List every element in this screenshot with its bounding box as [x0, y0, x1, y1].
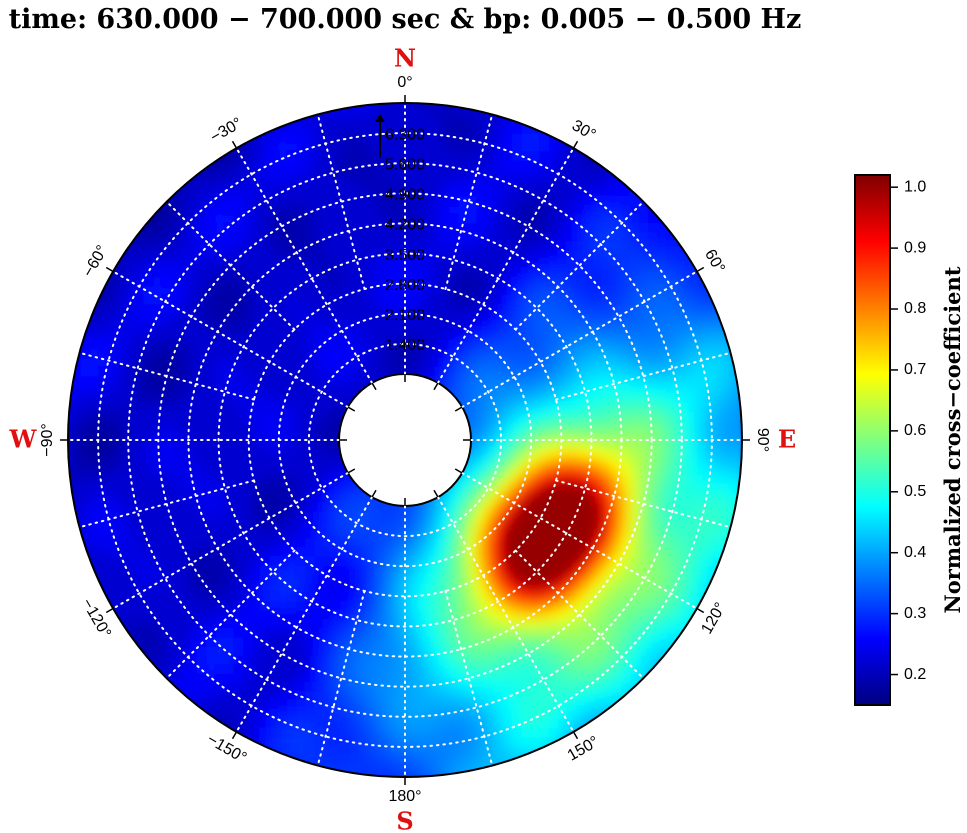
- azimuth-tick-label: −90°: [39, 423, 56, 457]
- azimuth-gridline: [444, 590, 494, 767]
- radial-tick-label: 3.500: [385, 247, 425, 264]
- radial-gridline: [157, 192, 653, 688]
- azimuth-gridline: [112, 472, 349, 610]
- radial-gridline: [307, 342, 503, 538]
- cardinal-labels: N E S W: [9, 44, 797, 833]
- radial-tick-labels: 1.400 2.100 2.800 3.500 4.200 4.900 5.600 6.300: [385, 126, 425, 354]
- cardinal-label: N: [394, 44, 416, 73]
- colorbar: 0.2 0.3 0.4 0.5 0.6 0.7 0.8 0.9 1.0 Normalized c…: [854, 174, 965, 706]
- azimuth-gridline: [437, 496, 575, 733]
- azimuth-gridline: [514, 549, 645, 680]
- inner-hole: [338, 373, 472, 507]
- azimuth-gridline: [316, 590, 366, 767]
- colorbar-gradient: [854, 174, 891, 706]
- colorbar-tick-label: 0.5: [904, 483, 926, 500]
- azimuth-gridline: [461, 270, 698, 408]
- radial-tick-label: 2.100: [385, 307, 425, 324]
- colorbar-ticks: 0.2 0.3 0.4 0.5 0.6 0.7 0.8 0.9 1.0: [890, 178, 926, 683]
- azimuth-tick-label: −150°: [204, 731, 249, 767]
- inner-tick: [371, 382, 377, 391]
- outer-tick: [696, 607, 705, 614]
- radial-tick-label: 4.200: [385, 217, 425, 234]
- azimuth-gridline: [555, 479, 732, 529]
- north-arrow-marker: [375, 114, 385, 158]
- azimuth-gridline: [78, 479, 255, 529]
- radial-tick-label: 6.300: [385, 126, 425, 143]
- inner-tick: [371, 489, 377, 498]
- radial-gridline: [127, 162, 683, 718]
- radial-tick-label: 4.900: [385, 187, 425, 204]
- outer-tick: [572, 140, 579, 149]
- colorbar-tick-label: 0.8: [904, 300, 926, 317]
- radial-gridline: [217, 252, 593, 628]
- colorbar-tick-label: 0.9: [904, 239, 926, 256]
- azimuth-tick-label: 60°: [701, 247, 728, 276]
- azimuth-gridline: [235, 147, 373, 384]
- azimuth-gridline: [461, 472, 698, 610]
- azimuth-gridline: [112, 270, 349, 408]
- azimuth-gridline: [514, 200, 645, 331]
- azimuth-tick-label: 120°: [698, 600, 729, 637]
- azimuth-gridline: [444, 113, 494, 290]
- azimuth-gridline: [235, 496, 373, 733]
- colorbar-tick-label: 0.2: [904, 666, 926, 683]
- azimuth-tick-label: 30°: [569, 117, 598, 144]
- outer-tick: [105, 266, 114, 273]
- colorbar-label: Normalized cross−coefficient: [940, 266, 965, 613]
- inner-tick: [454, 406, 463, 412]
- cardinal-label: E: [778, 425, 796, 454]
- azimuth-tick-label: 180°: [388, 788, 421, 805]
- radial-tick-label: 5.600: [385, 156, 425, 173]
- azimuth-gridline: [78, 351, 255, 401]
- colorbar-tick-label: 0.4: [904, 544, 926, 561]
- colorbar-tick-label: 0.7: [904, 361, 926, 378]
- azimuth-gridline: [316, 113, 366, 290]
- azimuth-gridline: [555, 351, 732, 401]
- inner-tick: [347, 406, 356, 412]
- outer-tick: [696, 266, 705, 273]
- cardinal-label: S: [396, 807, 413, 833]
- azimuth-tick-label: −60°: [80, 243, 112, 281]
- outer-tick: [231, 731, 238, 740]
- azimuth-tick-label: 0°: [397, 74, 412, 91]
- azimuth-tick-label: −120°: [78, 596, 114, 641]
- polar-grid: [67, 102, 743, 778]
- outer-tick: [105, 607, 114, 614]
- colorbar-tick-label: 1.0: [904, 178, 926, 195]
- inner-tick: [433, 382, 439, 391]
- inner-tick: [454, 468, 463, 474]
- azimuth-tick-label: 150°: [565, 733, 602, 764]
- azimuth-gridline: [165, 549, 296, 680]
- outer-tick: [231, 140, 238, 149]
- inner-tick: [433, 489, 439, 498]
- azimuth-tick-label: 90°: [754, 428, 771, 452]
- colorbar-tick-label: 0.3: [904, 605, 926, 622]
- azimuth-gridline: [165, 200, 296, 331]
- cardinal-label: W: [9, 425, 38, 454]
- colorbar-tick-label: 0.6: [904, 422, 926, 439]
- radial-tick-label: 2.800: [385, 277, 425, 294]
- chart-title: time: 630.000 − 700.000 sec & bp: 0.005 …: [8, 4, 802, 35]
- azimuth-gridline: [437, 147, 575, 384]
- radial-tick-label: 1.400: [385, 337, 425, 354]
- inner-tick: [347, 468, 356, 474]
- outer-tick: [572, 731, 579, 740]
- azimuth-tick-label: −30°: [208, 115, 246, 147]
